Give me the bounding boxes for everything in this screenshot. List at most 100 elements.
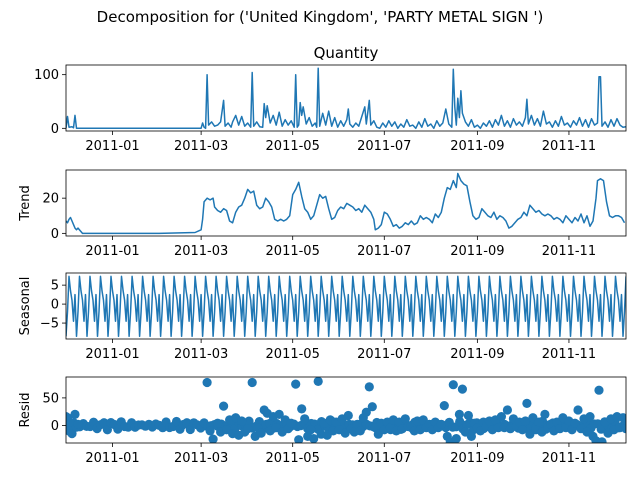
resid-point	[102, 425, 112, 435]
resid-point	[219, 401, 229, 411]
resid-point	[496, 412, 506, 422]
x-tick-label: 2011-11	[542, 347, 596, 362]
resid-point	[454, 409, 464, 419]
resid-point	[463, 410, 473, 421]
series-line	[66, 275, 626, 338]
x-tick-label: 2011-03	[174, 451, 228, 466]
panel-4: 0 50 2011-01 2011-03 2011-05 2011-07 2011-09 20…	[18, 376, 627, 466]
y-tick-label: −5	[40, 317, 59, 332]
resid-point	[573, 405, 583, 415]
panel-3: −5 0 5 2011-01 2011-03 2011-05 2011-07 2011-09 2…	[18, 272, 627, 362]
resid-point	[171, 416, 182, 427]
resid-point	[237, 416, 247, 426]
resid-point	[306, 425, 316, 435]
resid-point	[364, 382, 374, 392]
resid-point	[297, 404, 307, 414]
resid-point	[202, 377, 212, 388]
resid-point	[466, 431, 476, 441]
x-tick-label: 2011-09	[450, 347, 504, 362]
resid-point	[205, 426, 215, 436]
axes-frame	[65, 376, 627, 444]
resid-point	[73, 419, 83, 429]
panel-2: 0 20 2011-01 2011-03 2011-05 2011-07 2011-09 20…	[18, 169, 627, 259]
resid-point	[286, 418, 296, 428]
resid-point	[208, 434, 218, 443]
resid-point	[570, 418, 580, 428]
y-tick-label: 0	[51, 122, 59, 137]
resid-point	[457, 384, 467, 394]
x-tick-label: 2011-03	[174, 139, 228, 154]
resid-point	[594, 385, 604, 395]
resid-point	[274, 409, 284, 419]
x-tick-label: 2011-07	[357, 139, 411, 154]
resid-point	[400, 414, 410, 424]
resid-point	[343, 410, 353, 421]
resid-point	[540, 409, 550, 419]
x-tick-label: 2011-03	[174, 244, 228, 259]
axes-frame	[65, 272, 627, 340]
resid-point	[520, 416, 531, 426]
x-tick-label: 2011-07	[357, 347, 411, 362]
resid-point	[313, 377, 323, 386]
plot-area	[66, 377, 626, 443]
figure-title: Decomposition for ('United Kingdom', 'PA…	[97, 8, 544, 26]
y-tick-label: 100	[34, 68, 59, 83]
y-tick-label: 50	[42, 391, 59, 406]
resid-point	[99, 418, 109, 428]
x-tick-label: 2011-09	[450, 139, 504, 154]
series-line	[66, 67, 626, 130]
y-tick-label: 0	[51, 419, 59, 434]
resid-point	[247, 377, 257, 388]
resid-point	[502, 405, 512, 415]
y-tick-label: 5	[51, 279, 59, 294]
x-tick-label: 2011-01	[85, 347, 139, 362]
y-axis-label: Seasonal	[18, 277, 33, 336]
resid-point	[355, 426, 365, 436]
x-tick-label: 2011-01	[85, 139, 139, 154]
resid-point	[294, 435, 304, 443]
resid-point	[300, 414, 310, 424]
resid-point	[597, 437, 607, 443]
resid-point	[618, 413, 626, 423]
x-tick-label: 2011-05	[266, 244, 320, 259]
x-tick-label: 2011-07	[357, 451, 411, 466]
x-tick-label: 2011-09	[450, 244, 504, 259]
x-tick-label: 2011-01	[85, 244, 139, 259]
x-tick-label: 2011-07	[357, 244, 411, 259]
panel-1: Quantity 0 100 2011-01 2011-03 2011-05 2011-07…	[34, 44, 627, 154]
resid-point	[213, 418, 223, 428]
x-tick-label: 2011-11	[542, 139, 596, 154]
resid-point	[367, 402, 377, 412]
resid-point	[113, 424, 123, 434]
x-tick-label: 2011-05	[266, 139, 320, 154]
resid-point	[70, 409, 80, 419]
resid-point	[244, 416, 254, 426]
y-tick-label: 0	[51, 298, 59, 313]
resid-point	[67, 429, 77, 439]
plot-area	[66, 275, 626, 338]
resid-point	[361, 407, 371, 417]
resid-point	[455, 416, 465, 427]
resid-point	[291, 379, 301, 389]
resid-point	[448, 380, 458, 390]
plot-area	[66, 172, 626, 235]
x-tick-label: 2011-11	[542, 244, 596, 259]
resid-point	[256, 428, 266, 438]
resid-point	[534, 417, 544, 427]
y-tick-label: 0	[51, 227, 59, 242]
resid-point	[522, 398, 532, 408]
y-axis-label: Resid	[18, 392, 33, 427]
resid-point	[517, 425, 528, 435]
axes-frame	[65, 64, 627, 132]
axes-frame	[65, 169, 627, 237]
resid-point	[451, 434, 461, 443]
resid-point	[436, 419, 446, 429]
resid-point	[309, 434, 319, 443]
panels: Quantity 0 100 2011-01 2011-03 2011-05 2011-07…	[18, 44, 627, 466]
y-tick-label: 20	[42, 192, 59, 207]
x-tick-label: 2011-05	[266, 451, 320, 466]
resid-point	[439, 401, 449, 411]
x-tick-label: 2011-09	[450, 451, 504, 466]
